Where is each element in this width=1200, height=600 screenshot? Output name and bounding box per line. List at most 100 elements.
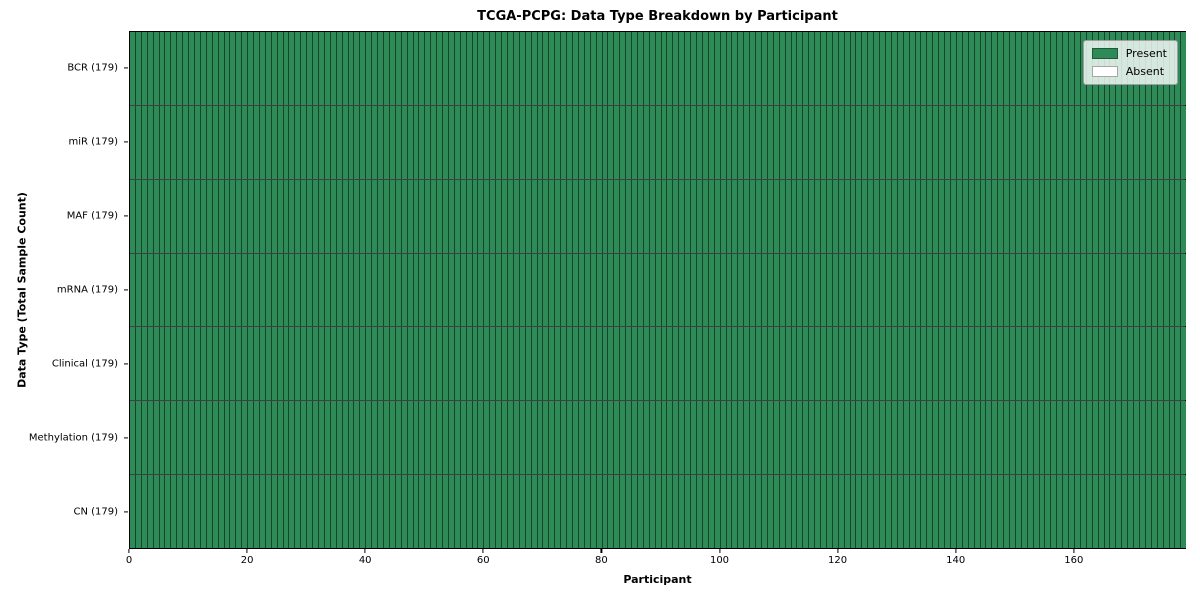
heatmap-cell: [153, 105, 160, 179]
heatmap-cell: [744, 327, 751, 401]
heatmap-cell: [431, 105, 438, 179]
heatmap-cell: [1004, 32, 1011, 105]
heatmap-cell: [626, 327, 633, 401]
y-tick-mark: [124, 67, 128, 69]
heatmap-cell: [933, 327, 940, 401]
heatmap-cell: [330, 179, 337, 253]
heatmap-cell: [584, 32, 591, 105]
heatmap-cell: [702, 105, 709, 179]
heatmap-cell: [425, 327, 432, 401]
heatmap-cell: [643, 105, 650, 179]
heatmap-cell: [1157, 475, 1164, 549]
heatmap-cell: [738, 475, 745, 549]
heatmap-cell: [431, 32, 438, 105]
heatmap-cell: [1015, 179, 1022, 253]
heatmap-cell: [915, 401, 922, 475]
heatmap-cell: [407, 105, 414, 179]
heatmap-cell: [567, 475, 573, 549]
heatmap-cell: [679, 179, 686, 253]
heatmap-cell: [1027, 475, 1034, 549]
heatmap-cell: [933, 32, 940, 105]
heatmap-cell: [950, 179, 957, 253]
heatmap-cell: [401, 327, 408, 401]
heatmap-cell: [324, 32, 331, 105]
heatmap-cell: [389, 179, 396, 253]
heatmap-cell: [342, 253, 349, 327]
heatmap-cell: [826, 475, 833, 549]
heatmap-cell: [868, 475, 875, 549]
heatmap-cell: [165, 179, 172, 253]
heatmap-cell: [1045, 253, 1052, 327]
heatmap-cell: [756, 327, 762, 401]
heatmap-cell: [537, 32, 544, 105]
heatmap-cell: [584, 327, 591, 401]
heatmap-cell: [460, 253, 467, 327]
heatmap-cell: [891, 327, 898, 401]
heatmap-cell: [821, 179, 827, 253]
heatmap-cell: [478, 401, 485, 475]
heatmap-cell: [691, 105, 697, 179]
heatmap-cell: [590, 179, 597, 253]
heatmap-cell: [1163, 179, 1170, 253]
heatmap-cell: [945, 32, 951, 105]
heatmap-cell: [915, 179, 922, 253]
heatmap-cell: [1181, 475, 1187, 549]
heatmap-cell: [265, 327, 272, 401]
heatmap-cell: [230, 401, 237, 475]
heatmap-cell: [986, 179, 993, 253]
heatmap-cell: [620, 105, 627, 179]
heatmap-cell: [1145, 401, 1152, 475]
heatmap-cell: [608, 179, 615, 253]
x-tick-label: 120: [828, 555, 848, 566]
heatmap-cell: [773, 32, 780, 105]
heatmap-cell: [673, 253, 680, 327]
heatmap-cell: [513, 32, 520, 105]
heatmap-cell: [448, 401, 455, 475]
heatmap-cell: [862, 401, 869, 475]
heatmap-cell: [1075, 327, 1081, 401]
heatmap-cell: [460, 327, 467, 401]
heatmap-cell: [744, 475, 751, 549]
heatmap-cell: [643, 253, 650, 327]
heatmap-cell: [685, 32, 692, 105]
heatmap-cell: [177, 327, 184, 401]
heatmap-cell: [655, 179, 662, 253]
heatmap-cell: [962, 105, 969, 179]
heatmap-cell: [909, 475, 916, 549]
heatmap-cell: [891, 401, 898, 475]
heatmap-cell: [697, 327, 703, 401]
heatmap-cell: [378, 253, 384, 327]
heatmap-cell: [903, 253, 910, 327]
heatmap-cell: [732, 475, 739, 549]
heatmap-cell: [956, 179, 963, 253]
heatmap-cell: [218, 401, 225, 475]
heatmap-cell: [413, 253, 420, 327]
heatmap-cell: [189, 179, 195, 253]
heatmap-cell: [212, 105, 219, 179]
heatmap-cell: [413, 105, 420, 179]
heatmap-cell: [968, 32, 975, 105]
heatmap-cell: [685, 327, 692, 401]
heatmap-cell: [998, 179, 1005, 253]
heatmap-cell: [927, 105, 934, 179]
heatmap-cell: [809, 401, 816, 475]
heatmap-cell: [596, 475, 603, 549]
heatmap-cell: [525, 32, 532, 105]
heatmap-cell: [153, 475, 160, 549]
heatmap-cell: [289, 475, 296, 549]
heatmap-cell: [626, 401, 633, 475]
heatmap-cell: [177, 401, 184, 475]
heatmap-cell: [791, 105, 798, 179]
heatmap-cell: [726, 401, 733, 475]
heatmap-cell: [295, 105, 302, 179]
heatmap-cell: [490, 327, 497, 401]
heatmap-cell: [330, 475, 337, 549]
heatmap-cell: [218, 475, 225, 549]
heatmap-cell: [218, 179, 225, 253]
heatmap-cell: [383, 32, 390, 105]
heatmap-cell: [732, 401, 739, 475]
heatmap-cell: [897, 105, 904, 179]
heatmap-cell: [921, 105, 928, 179]
heatmap-cell: [767, 475, 774, 549]
heatmap-cell: [744, 179, 751, 253]
